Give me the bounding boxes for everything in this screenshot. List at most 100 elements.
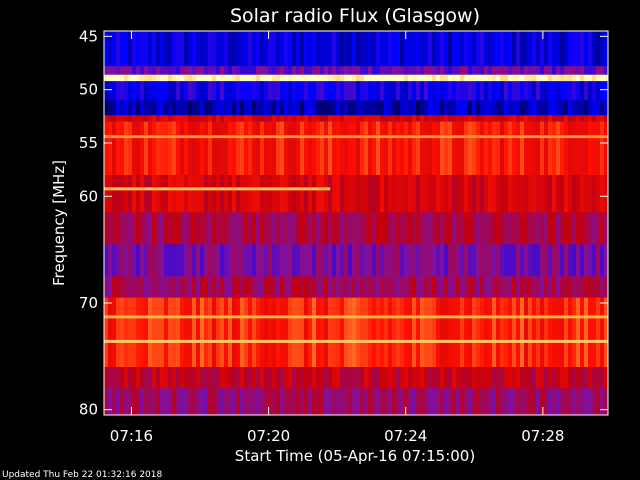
heatmap-cell (188, 212, 193, 245)
heatmap-cell (580, 297, 585, 368)
heatmap-cell (276, 74, 281, 82)
heatmap-cell (404, 175, 409, 213)
heatmap-cell (420, 66, 425, 76)
heatmap-cell (508, 212, 513, 245)
heatmap-cell (400, 66, 405, 76)
heatmap-cell (408, 244, 413, 277)
heatmap-cell (436, 276, 441, 299)
heatmap-cell (268, 276, 273, 299)
heatmap-cell (136, 367, 141, 389)
heatmap-cell (488, 31, 493, 67)
heatmap-cell (224, 367, 229, 389)
heatmap-cell (400, 175, 405, 213)
heatmap-cell (172, 388, 177, 416)
heatmap-cell (360, 100, 365, 116)
heatmap-cell (388, 31, 393, 67)
heatmap-cell (344, 115, 349, 123)
heatmap-cell (400, 244, 405, 277)
heatmap-cell (108, 212, 113, 245)
heatmap-cell (484, 175, 489, 213)
heatmap-cell (284, 388, 289, 416)
heatmap-cell (580, 276, 585, 299)
heatmap-cell (456, 121, 461, 176)
heatmap-cell (268, 212, 273, 245)
heatmap-cell (596, 244, 601, 277)
heatmap-cell (240, 115, 245, 123)
heatmap-cell (300, 115, 305, 123)
heatmap-cell (308, 276, 313, 299)
heatmap-cell (428, 175, 433, 213)
heatmap-cell (372, 81, 377, 101)
heatmap-cell (264, 388, 269, 416)
heatmap-cell (492, 115, 497, 123)
heatmap-cell (336, 297, 341, 368)
heatmap-cell (564, 175, 569, 213)
heatmap-cell (184, 115, 189, 123)
heatmap-cell (320, 31, 325, 67)
heatmap-cell (508, 121, 513, 176)
heatmap-cell (120, 244, 125, 277)
heatmap-cell (136, 276, 141, 299)
heatmap-cell (196, 74, 201, 82)
heatmap-cell (424, 276, 429, 299)
heatmap-cell (200, 121, 205, 176)
heatmap-cell (544, 81, 549, 101)
heatmap-cell (320, 244, 325, 277)
heatmap-cell (300, 244, 305, 277)
heatmap-cell (444, 175, 449, 213)
heatmap-cell (368, 244, 373, 277)
heatmap-cell (516, 74, 521, 82)
heatmap-cell (148, 121, 153, 176)
heatmap-cell (164, 367, 169, 389)
heatmap-cell (512, 175, 517, 213)
heatmap-cell (592, 100, 597, 116)
heatmap-cell (112, 388, 117, 416)
heatmap-cell (160, 367, 165, 389)
heatmap-cell (464, 367, 469, 389)
heatmap-cell (192, 100, 197, 116)
heatmap-cell (196, 212, 201, 245)
heatmap-cell (420, 212, 425, 245)
heatmap-cell (532, 388, 537, 416)
heatmap-cell (268, 367, 273, 389)
heatmap-cell (404, 297, 409, 368)
heatmap-cell (484, 297, 489, 368)
heatmap-cell (144, 121, 149, 176)
heatmap-cell (600, 81, 605, 101)
heatmap-cell (468, 297, 473, 368)
heatmap-cell (560, 244, 565, 277)
heatmap-cell (104, 66, 109, 76)
heatmap-cell (224, 100, 229, 116)
heatmap-cell (196, 66, 201, 76)
heatmap-cell (128, 388, 133, 416)
heatmap-cell (212, 297, 217, 368)
heatmap-cell (404, 244, 409, 277)
heatmap-cell (396, 100, 401, 116)
heatmap-cell (432, 388, 437, 416)
heatmap-cell (332, 388, 337, 416)
heatmap-cell (248, 100, 253, 116)
heatmap-cell (112, 66, 117, 76)
heatmap-cell (144, 212, 149, 245)
heatmap-cell (200, 212, 205, 245)
heatmap-cell (140, 74, 145, 82)
heatmap-cell (496, 115, 501, 123)
heatmap-cell (412, 81, 417, 101)
heatmap-cell (164, 81, 169, 101)
heatmap-cell (436, 175, 441, 213)
heatmap-cell (180, 388, 185, 416)
heatmap-cell (408, 31, 413, 67)
heatmap-cell (224, 276, 229, 299)
heatmap-cell (548, 212, 553, 245)
heatmap-cell (432, 367, 437, 389)
heatmap-cell (508, 276, 513, 299)
heatmap-cell (588, 100, 593, 116)
heatmap-cell (156, 74, 161, 82)
heatmap-cell (420, 175, 425, 213)
heatmap-cell (316, 297, 321, 368)
heatmap-cell (104, 115, 109, 123)
heatmap-cell (484, 276, 489, 299)
heatmap-cell (364, 367, 369, 389)
heatmap-cell (528, 297, 533, 368)
heatmap-cell (552, 115, 557, 123)
